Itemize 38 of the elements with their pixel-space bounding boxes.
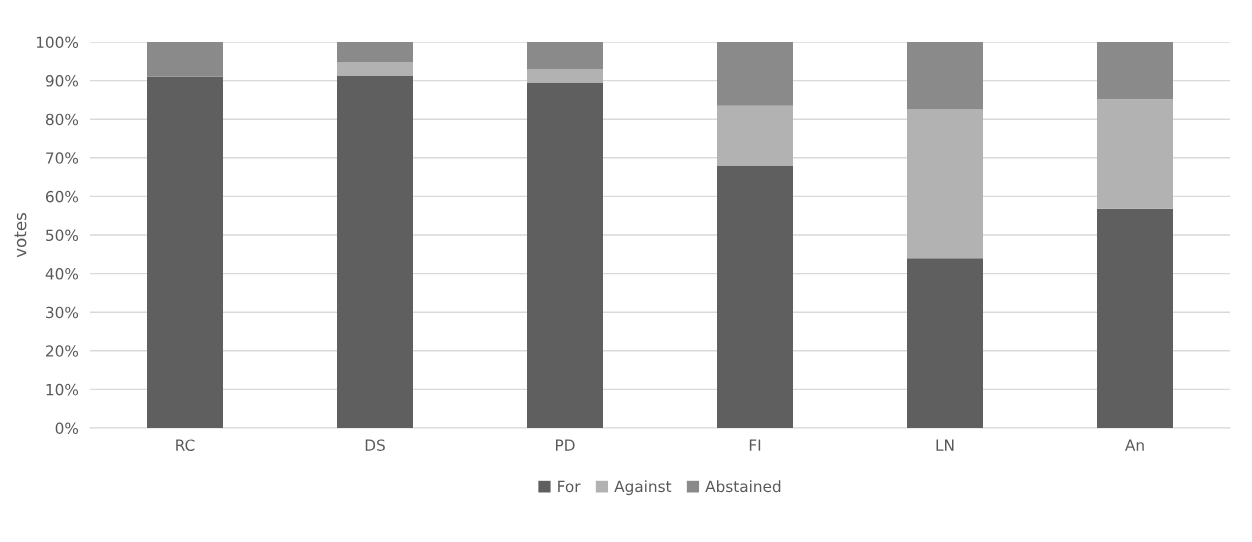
legend-label: For [558, 480, 581, 493]
bar [147, 76, 223, 428]
y-tick-label: 90% [45, 75, 79, 87]
bar [1097, 42, 1173, 100]
x-tick-label: LN [936, 439, 954, 451]
x-tick-label: An [1125, 439, 1144, 451]
bar [337, 75, 413, 428]
legend-label: Against [614, 480, 672, 496]
x-tick-label: RC [176, 439, 195, 451]
y-tick-label: 80% [45, 113, 79, 126]
y-axis-title: votes [14, 213, 27, 258]
x-tick-label: DS [365, 439, 385, 451]
x-tick-label: PD [556, 439, 575, 451]
bar [147, 42, 223, 77]
bar [1097, 99, 1173, 209]
legend-label: Abstained [705, 480, 781, 493]
y-tick-label: 20% [46, 345, 79, 357]
y-tick-label: 40% [45, 268, 79, 280]
bar [337, 62, 413, 76]
bar [527, 82, 603, 428]
bar [907, 109, 983, 259]
bar [717, 165, 793, 428]
y-tick-label: 0% [55, 422, 79, 435]
bar [337, 42, 413, 63]
bar [527, 69, 603, 83]
bar [717, 42, 793, 106]
y-tick-label: 50% [46, 229, 79, 242]
y-tick-label: 30% [46, 306, 79, 319]
bar [1097, 208, 1173, 428]
y-tick-label: 60% [46, 190, 79, 203]
x-tick-label: FI [749, 439, 761, 451]
bar [907, 258, 983, 428]
bar [527, 42, 603, 70]
y-tick-label: 100% [36, 36, 79, 49]
y-tick-label: 70% [46, 152, 79, 164]
bar [907, 42, 983, 110]
bar [717, 105, 793, 166]
y-tick-label: 10% [46, 383, 79, 396]
